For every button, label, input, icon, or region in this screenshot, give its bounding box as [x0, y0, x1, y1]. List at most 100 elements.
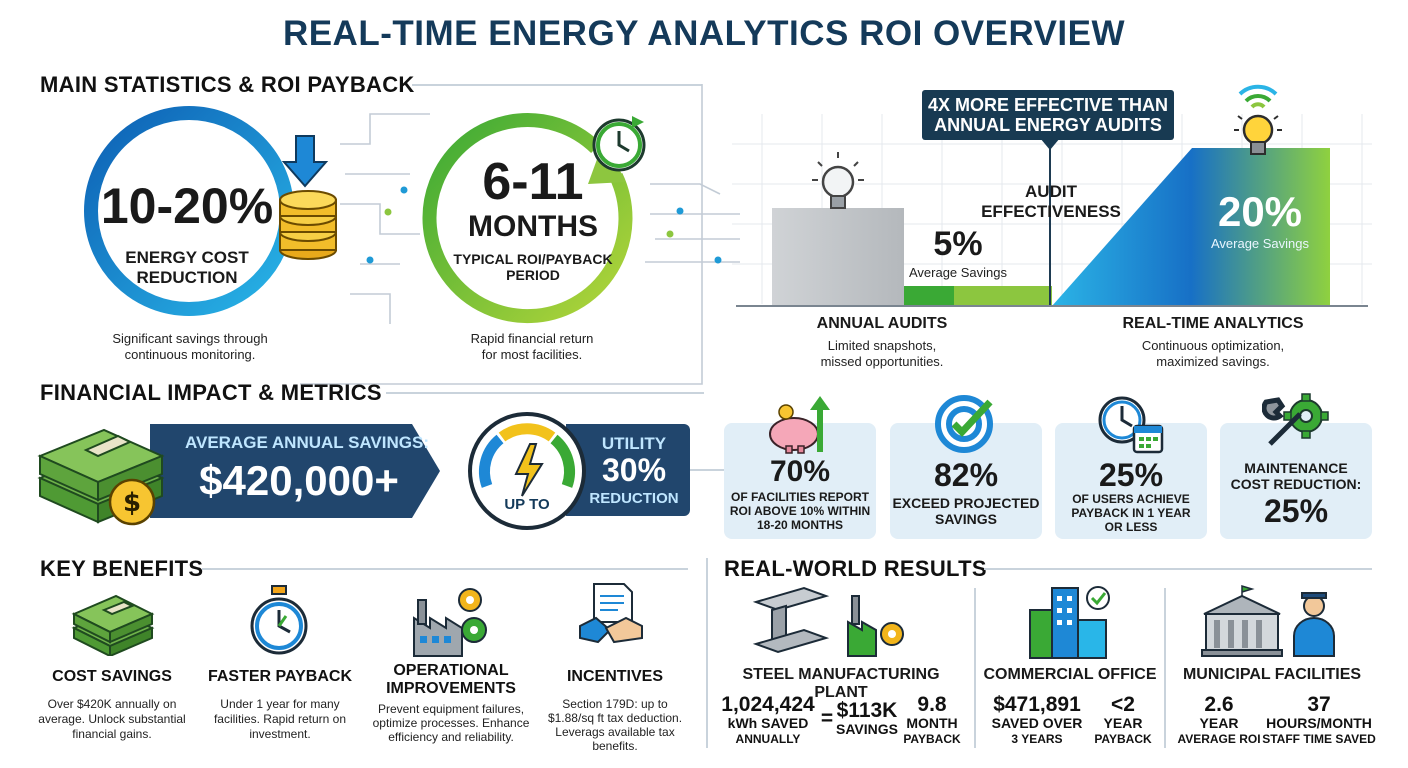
- annual-audits-desc-1: Limited snapshots,: [827, 338, 937, 353]
- municipal-hours-value: 37: [1307, 693, 1331, 716]
- payback-label-1: TYPICAL ROI/PAYBACK: [453, 251, 613, 267]
- utility-label-2: REDUCTION: [589, 490, 679, 507]
- steel-months-label-1: MONTH: [906, 715, 958, 731]
- audit-comparison-graphic: [732, 114, 1372, 307]
- steel-equals: =: [820, 707, 834, 730]
- cost-reduction-desc-1: Significant savings through: [112, 331, 268, 346]
- results-divider-1: [974, 588, 976, 748]
- banner-text-1: 4X MORE EFFECTIVE THAN: [927, 95, 1169, 115]
- results-left-divider: [706, 558, 708, 748]
- circuit-lines-decoration: [300, 84, 740, 385]
- audit-effectiveness-label-2: EFFECTIVENESS: [981, 202, 1121, 221]
- benefit-4-desc-4: benefits.: [592, 739, 638, 753]
- payback-unit: MONTHS: [468, 210, 598, 243]
- realtime-sub: Average Savings: [1210, 236, 1310, 251]
- audit-effectiveness-label-1: AUDIT: [1025, 182, 1077, 201]
- municipal-roi-label-2: AVERAGE ROI: [1177, 732, 1261, 746]
- financial-rule: [386, 392, 704, 394]
- office-years-label-1: YEAR: [1103, 715, 1143, 731]
- benefit-4-title: INCENTIVES: [566, 668, 663, 685]
- page-title: REAL-TIME ENERGY ANALYTICS ROI OVERVIEW: [282, 14, 1126, 53]
- payback-ring: [422, 113, 633, 324]
- metric-4-value: 25%: [1263, 493, 1329, 529]
- steel-months-label-2: PAYBACK: [903, 732, 961, 746]
- steel-title: STEEL MANUFACTURING PLANT: [742, 666, 940, 701]
- utility-panel: [566, 424, 690, 516]
- steel-beam-factory-icon: [752, 586, 904, 657]
- municipal-roi-value: 2.6: [1204, 693, 1234, 716]
- avg-savings-label: AVERAGE ANNUAL SAVINGS:: [184, 433, 429, 452]
- metric-card-4: [1220, 423, 1372, 539]
- benefit-2-desc-3: investment.: [249, 727, 311, 741]
- utility-label-1: UTILITY: [601, 434, 667, 453]
- realtime-title: REAL-TIME ANALYTICS: [1122, 315, 1304, 332]
- benefits-heading: KEY BENEFITS: [40, 556, 204, 581]
- factory-gears-icon: [413, 588, 487, 657]
- office-saved-label-1: SAVED OVER: [991, 715, 1083, 731]
- annual-audits-desc-2: missed opportunities.: [820, 354, 944, 369]
- benefit-2-desc-1: Under 1 year for many: [220, 697, 340, 711]
- office-title: COMMERCIAL OFFICE: [983, 666, 1157, 683]
- coins-down-arrow-icon: [279, 135, 337, 260]
- benefit-4-desc-3: Leverags available tax: [555, 725, 675, 739]
- benefit-3-title-2: IMPROVEMENTS: [386, 680, 516, 697]
- benefit-1-desc-2: average. Unlock substantial: [38, 712, 186, 726]
- office-saved-value: $471,891: [993, 693, 1081, 716]
- banner-text-2: ANNUAL ENERGY AUDITS: [934, 115, 1162, 135]
- cost-reduction-value: 10-20%: [100, 178, 274, 234]
- payback-value: 6-11: [482, 153, 584, 211]
- results-divider-2: [1164, 588, 1166, 748]
- municipal-roi-label-1: YEAR: [1199, 715, 1239, 731]
- city-hall-official-icon: [1201, 584, 1335, 657]
- cash-stack-icon: [71, 594, 155, 656]
- benefit-1-desc-1: Over $420K annually on: [47, 697, 177, 711]
- benefits-rule: [202, 568, 688, 570]
- benefit-4-desc-2: $1.88/sq ft tax deduction.: [547, 711, 683, 725]
- gauge-label: UP TO: [504, 496, 550, 513]
- benefit-2-desc-2: facilities. Rapid return on: [213, 712, 347, 726]
- metric-card-3: [1055, 423, 1207, 539]
- svg-text:$: $: [123, 488, 141, 518]
- office-years-label-2: PAYBACK: [1094, 732, 1152, 746]
- benefit-3-desc-3: efficiency and reliability.: [388, 730, 514, 744]
- metric-1-value: 70%: [769, 455, 831, 488]
- benefit-1-title: COST SAVINGS: [52, 668, 172, 685]
- benefit-4-desc-1: Section 179D: up to: [562, 697, 668, 711]
- banner-pointer: [1040, 138, 1060, 150]
- steel-kwh-label-2: ANNUALLY: [735, 732, 801, 746]
- clock-calendar-icon: [1098, 396, 1164, 454]
- payback-desc-2: for most facilities.: [481, 347, 583, 362]
- steel-kwh-label-1: kWh SAVED: [727, 715, 809, 731]
- main-stats-rule: [412, 84, 702, 86]
- financial-heading: FINANCIAL IMPACT & METRICS: [40, 380, 382, 405]
- annual-audit-sub: Average Savings: [908, 265, 1008, 280]
- benefit-3-desc-1: Prevent equipment failures,: [377, 702, 525, 716]
- results-heading: REAL-WORLD RESULTS: [724, 556, 987, 581]
- office-saved-label-2: 3 YEARS: [1011, 732, 1063, 746]
- benefit-3-title-1: OPERATIONAL: [393, 662, 509, 679]
- cost-reduction-label-2: REDUCTION: [136, 268, 238, 287]
- handshake-document-icon: [579, 583, 643, 644]
- main-stats-heading: MAIN STATISTICS & ROI PAYBACK: [40, 72, 415, 97]
- cost-reduction-label-1: ENERGY COST: [125, 248, 249, 267]
- piggy-bank-growth-icon: [769, 396, 830, 454]
- annual-audits-title: ANNUAL AUDITS: [816, 315, 948, 332]
- benefit-1-desc-3: financial gains.: [72, 727, 152, 741]
- clock-refresh-icon: [592, 116, 646, 172]
- steel-kwh-value: 1,024,424: [721, 693, 815, 716]
- results-rule: [984, 568, 1372, 570]
- metric-1-line-3: 18-20 MONTHS: [756, 518, 844, 532]
- municipal-hours-label-2: STAFF TIME SAVED: [1262, 732, 1376, 746]
- municipal-hours-label-1: HOURS/MONTH: [1266, 715, 1372, 731]
- metric-1-line-1: OF FACILITIES REPORT: [730, 490, 869, 504]
- office-buildings-icon: [1029, 586, 1110, 659]
- metric-3-line-2: PAYBACK IN 1 YEAR: [1071, 506, 1191, 520]
- wrench-gear-icon: [1262, 393, 1329, 446]
- steel-money-value: $113K: [836, 699, 898, 722]
- metric-3-line-1: OF USERS ACHIEVE: [1072, 492, 1190, 506]
- realtime-desc-1: Continuous optimization,: [1141, 338, 1285, 353]
- realtime-value: 20%: [1217, 188, 1303, 235]
- money-stack-icon: $: [37, 428, 165, 526]
- metric-2-line-1: EXCEED PROJECTED: [892, 495, 1040, 511]
- metric-4-line-2: COST REDUCTION:: [1230, 476, 1362, 492]
